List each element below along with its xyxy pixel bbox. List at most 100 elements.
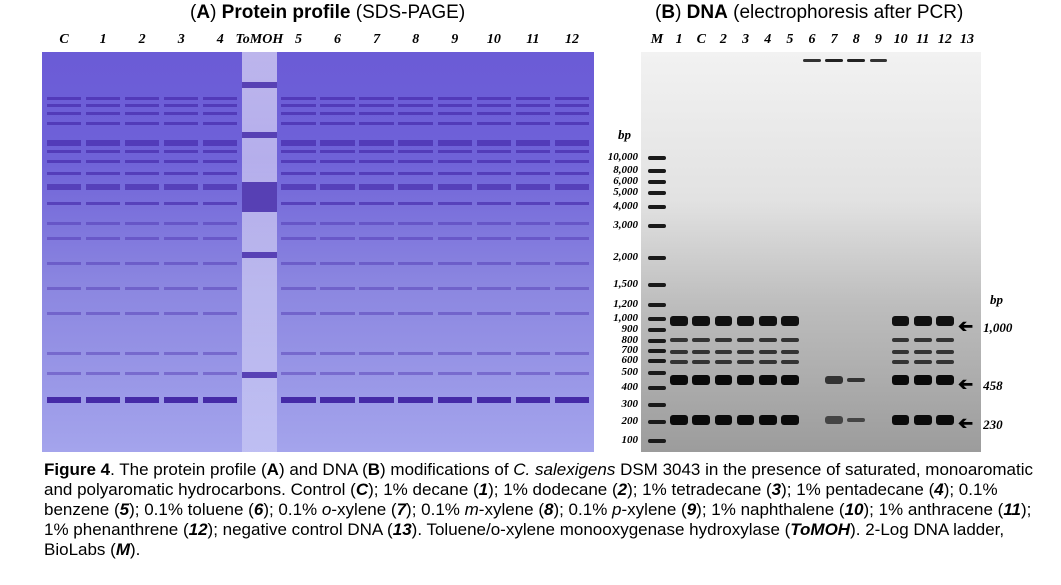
protein-band (554, 97, 590, 100)
protein-band (359, 160, 394, 163)
protein-band (85, 184, 121, 190)
dna-band (714, 338, 733, 342)
dna-band (648, 303, 666, 307)
dna-band (648, 256, 666, 260)
protein-band (164, 112, 199, 115)
dna-band (913, 350, 932, 354)
marker-unit-label: bp (990, 292, 1003, 307)
protein-band (203, 160, 238, 163)
protein-band (398, 287, 433, 290)
protein-band (320, 140, 355, 146)
gel-b-lane (692, 52, 711, 452)
protein-band (476, 122, 512, 125)
protein-band (164, 104, 199, 107)
dna-band (648, 359, 666, 363)
protein-band (164, 237, 199, 240)
ladder-size-label: 100 (621, 434, 639, 446)
caption-ref-12: 12 (188, 520, 208, 539)
caption-ref-m: M (115, 540, 130, 559)
caption-para: p (612, 500, 622, 519)
protein-band (281, 160, 316, 163)
caption-text: ) and DNA ( (278, 460, 368, 479)
protein-band (46, 237, 82, 240)
protein-band (164, 160, 199, 163)
dna-band (648, 420, 666, 424)
protein-band (281, 202, 316, 205)
dna-band (648, 317, 666, 321)
gel-b-lane-label: C (696, 32, 706, 47)
caption-text: ). 2-Log DNA ladder, BioLabs ( (44, 520, 1005, 559)
protein-band (320, 222, 355, 225)
gel-a-lane (320, 52, 355, 452)
protein-band (85, 237, 121, 240)
dna-band (825, 376, 843, 384)
gel-a-lane (124, 52, 160, 452)
dna-band (758, 338, 777, 342)
protein-band (320, 97, 355, 100)
figure-caption: Figure 4. The protein profile (A) and DN… (44, 460, 1054, 560)
protein-band (281, 150, 316, 153)
panel-a-title-text: Protein profile (221, 2, 351, 23)
dna-band (714, 415, 733, 425)
dna-band (670, 338, 688, 342)
ladder-size-label: 6,000 (613, 175, 638, 187)
ladder-size-label: 3,000 (613, 219, 638, 231)
protein-band (554, 312, 590, 315)
dna-band (913, 338, 932, 342)
panel-b-title: (B) DNA (electrophoresis after PCR) (655, 2, 964, 23)
gel-a-lane-label: 8 (412, 32, 420, 47)
protein-band (437, 372, 472, 375)
protein-band (203, 262, 238, 265)
caption-text: ); 1% pentadecane ( (781, 480, 935, 499)
dna-band (714, 350, 733, 354)
ladder-size-label: 2,000 (613, 251, 638, 263)
protein-band (437, 172, 472, 175)
dna-band (936, 338, 954, 342)
ladder-size-label: 200 (621, 415, 639, 427)
protein-band (476, 397, 512, 403)
panel-a-title: (A) Protein profile (SDS-PAGE) (190, 2, 466, 23)
protein-band (554, 397, 590, 403)
protein-band (242, 252, 277, 258)
dna-band (803, 58, 821, 62)
protein-band (437, 184, 472, 190)
protein-band (46, 140, 82, 146)
protein-band (554, 112, 590, 115)
protein-band (46, 202, 82, 205)
dna-band (936, 360, 954, 364)
dna-band (670, 375, 688, 385)
protein-band (554, 237, 590, 240)
protein-band (124, 352, 160, 355)
protein-band (476, 372, 512, 375)
protein-band (515, 372, 551, 375)
dna-band (648, 205, 666, 209)
caption-ref-a: A (266, 460, 279, 479)
protein-band (476, 97, 512, 100)
protein-band (124, 262, 160, 265)
protein-band (85, 122, 121, 125)
protein-band (124, 104, 160, 107)
protein-band (281, 287, 316, 290)
gel-a-lane (203, 52, 238, 452)
caption-ref-tomoh: ToMOH (790, 520, 851, 539)
protein-band (359, 140, 394, 146)
protein-band (124, 372, 160, 375)
ladder-unit-label: bp (618, 127, 631, 142)
protein-band (164, 202, 199, 205)
dna-band (648, 328, 666, 332)
protein-band (85, 312, 121, 315)
gel-a-lane-label: ToMOH (235, 32, 284, 47)
dna-band (692, 375, 711, 385)
protein-band (398, 372, 433, 375)
gel-a-lane (515, 52, 551, 452)
figure-label: Figure 4 (44, 460, 111, 479)
protein-band (85, 222, 121, 225)
ladder-size-label: 8,000 (613, 164, 638, 176)
protein-band (554, 160, 590, 163)
protein-band (437, 352, 472, 355)
protein-band (85, 372, 121, 375)
caption-text: ); negative control DNA ( (207, 520, 393, 539)
gel-b-lane-label: 11 (916, 32, 930, 47)
protein-band (46, 352, 82, 355)
protein-band (124, 222, 160, 225)
